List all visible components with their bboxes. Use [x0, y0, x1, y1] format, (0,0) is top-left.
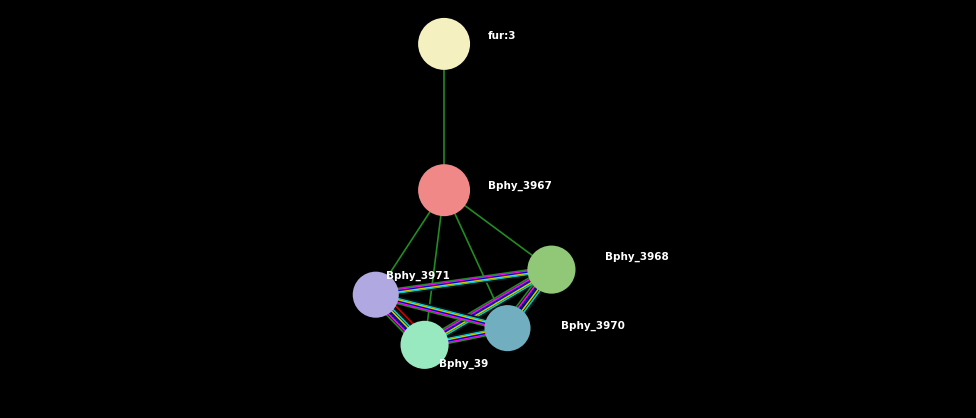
Text: Bphy_3968: Bphy_3968: [605, 252, 669, 262]
Text: Bphy_3971: Bphy_3971: [386, 271, 449, 281]
Text: Bphy_39: Bphy_39: [439, 359, 488, 369]
Text: Bphy_3970: Bphy_3970: [561, 321, 625, 331]
Text: Bphy_3967: Bphy_3967: [488, 181, 551, 191]
Point: [417, 342, 432, 348]
Text: fur:3: fur:3: [488, 31, 516, 41]
Point: [544, 266, 559, 273]
Point: [436, 41, 452, 47]
Point: [500, 325, 515, 331]
Point: [368, 291, 384, 298]
Point: [436, 187, 452, 194]
